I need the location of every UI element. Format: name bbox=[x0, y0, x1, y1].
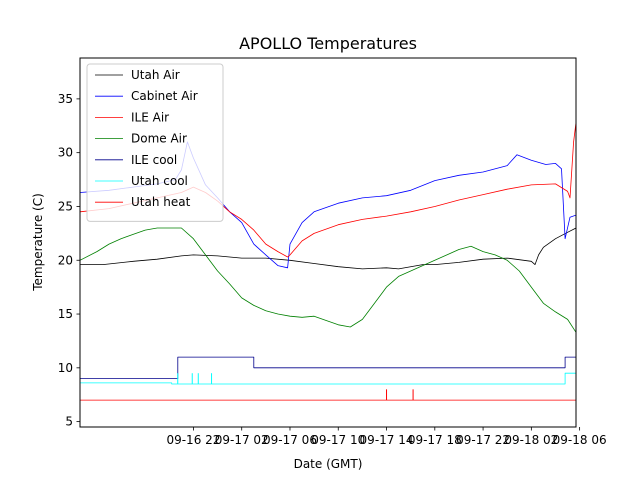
x-tick-label: 09-17 14 bbox=[360, 433, 414, 447]
legend-label-dome-air: Dome Air bbox=[131, 132, 187, 146]
x-tick-label: 09-17 06 bbox=[263, 433, 317, 447]
x-tick-label: 09-17 02 bbox=[215, 433, 269, 447]
legend-label-cabinet-air: Cabinet Air bbox=[131, 89, 198, 103]
y-axis-label: Temperature (C) bbox=[31, 193, 45, 292]
x-tick-label: 09-18 02 bbox=[504, 433, 558, 447]
x-tick-label: 09-16 22 bbox=[166, 433, 220, 447]
x-tick-label: 09-17 22 bbox=[456, 433, 510, 447]
y-tick-label: 35 bbox=[58, 92, 73, 106]
x-axis-label: Date (GMT) bbox=[294, 457, 363, 471]
x-tick-label: 09-18 06 bbox=[553, 433, 607, 447]
y-tick-label: 5 bbox=[65, 415, 73, 429]
x-tick-label: 09-17 18 bbox=[408, 433, 462, 447]
series-line-utah-air bbox=[80, 227, 576, 270]
legend-label-ile-air: ILE Air bbox=[131, 110, 169, 124]
y-tick-label: 10 bbox=[58, 361, 73, 375]
axes-frame bbox=[79, 57, 577, 428]
legend-label-ile-cool: ILE cool bbox=[131, 153, 177, 167]
legend-label-utah-heat: Utah heat bbox=[131, 195, 191, 209]
legend-label-utah-air: Utah Air bbox=[131, 68, 180, 82]
series-line-dome-air bbox=[80, 227, 576, 333]
x-tick-label: 09-17 10 bbox=[311, 433, 365, 447]
legend-box bbox=[86, 63, 224, 222]
y-tick-label: 15 bbox=[58, 307, 73, 321]
series-line-utah-cool bbox=[80, 372, 576, 385]
y-tick-label: 20 bbox=[58, 253, 73, 267]
legend: Utah Air Cabinet Air ILE Air Dome Air ILE co… bbox=[86, 63, 224, 222]
y-axis: 5 10 15 20 25 30 35 bbox=[58, 92, 80, 429]
y-tick-label: 25 bbox=[58, 199, 73, 213]
legend-label-utah-cool: Utah cool bbox=[131, 174, 188, 188]
chart-title: APOLLO Temperatures bbox=[239, 34, 417, 53]
y-tick-label: 30 bbox=[58, 146, 73, 160]
